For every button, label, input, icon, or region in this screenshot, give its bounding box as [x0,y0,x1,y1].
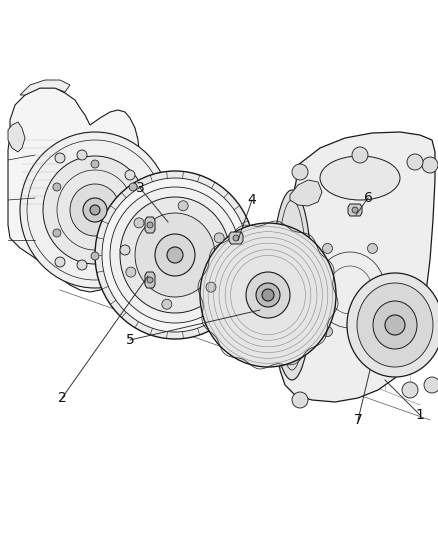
Circle shape [292,392,308,408]
Circle shape [390,285,400,295]
Ellipse shape [120,197,230,313]
Ellipse shape [155,234,195,276]
Ellipse shape [373,301,417,349]
Circle shape [407,154,423,170]
Ellipse shape [90,205,100,215]
Polygon shape [348,204,362,216]
Circle shape [162,299,172,309]
Ellipse shape [272,190,312,380]
Ellipse shape [43,156,147,264]
Ellipse shape [70,184,120,236]
Ellipse shape [256,283,280,307]
Polygon shape [278,132,435,402]
Circle shape [126,267,136,277]
Circle shape [55,257,65,267]
Polygon shape [20,80,70,95]
Polygon shape [229,232,243,244]
Circle shape [129,229,137,237]
Text: 4: 4 [247,193,256,207]
Polygon shape [8,88,143,292]
Circle shape [55,153,65,163]
Circle shape [352,147,368,163]
Circle shape [91,252,99,260]
Text: 1: 1 [416,408,424,422]
Circle shape [206,282,216,292]
Ellipse shape [135,213,215,297]
Circle shape [422,157,438,173]
Circle shape [322,244,332,253]
Ellipse shape [320,156,400,200]
Polygon shape [8,122,25,152]
Ellipse shape [357,283,433,367]
Ellipse shape [167,247,183,263]
Text: 3: 3 [136,181,145,195]
Polygon shape [290,180,322,206]
Circle shape [129,183,137,191]
Ellipse shape [246,272,290,318]
Circle shape [178,201,188,211]
Circle shape [147,222,153,228]
Text: 6: 6 [364,191,372,205]
Circle shape [300,285,310,295]
Text: 7: 7 [353,413,362,427]
Circle shape [125,170,135,180]
Circle shape [402,382,418,398]
Circle shape [367,244,378,253]
Circle shape [322,327,332,336]
Text: 5: 5 [126,333,134,347]
Ellipse shape [200,223,336,367]
Circle shape [233,235,239,241]
Circle shape [53,229,61,237]
Ellipse shape [83,198,107,222]
Circle shape [147,277,153,283]
Circle shape [134,218,144,228]
Circle shape [352,207,358,213]
Circle shape [214,233,224,243]
Circle shape [120,245,130,255]
Circle shape [91,160,99,168]
Circle shape [367,327,378,336]
Circle shape [53,183,61,191]
Ellipse shape [347,273,438,377]
Circle shape [77,150,87,160]
Ellipse shape [20,132,170,288]
Ellipse shape [262,289,274,301]
Ellipse shape [102,178,248,332]
Text: 2: 2 [58,391,67,405]
Circle shape [424,377,438,393]
Ellipse shape [95,171,255,339]
Circle shape [292,164,308,180]
Ellipse shape [385,315,405,335]
Ellipse shape [110,187,240,323]
Polygon shape [145,272,155,288]
Circle shape [77,260,87,270]
Polygon shape [145,217,155,233]
